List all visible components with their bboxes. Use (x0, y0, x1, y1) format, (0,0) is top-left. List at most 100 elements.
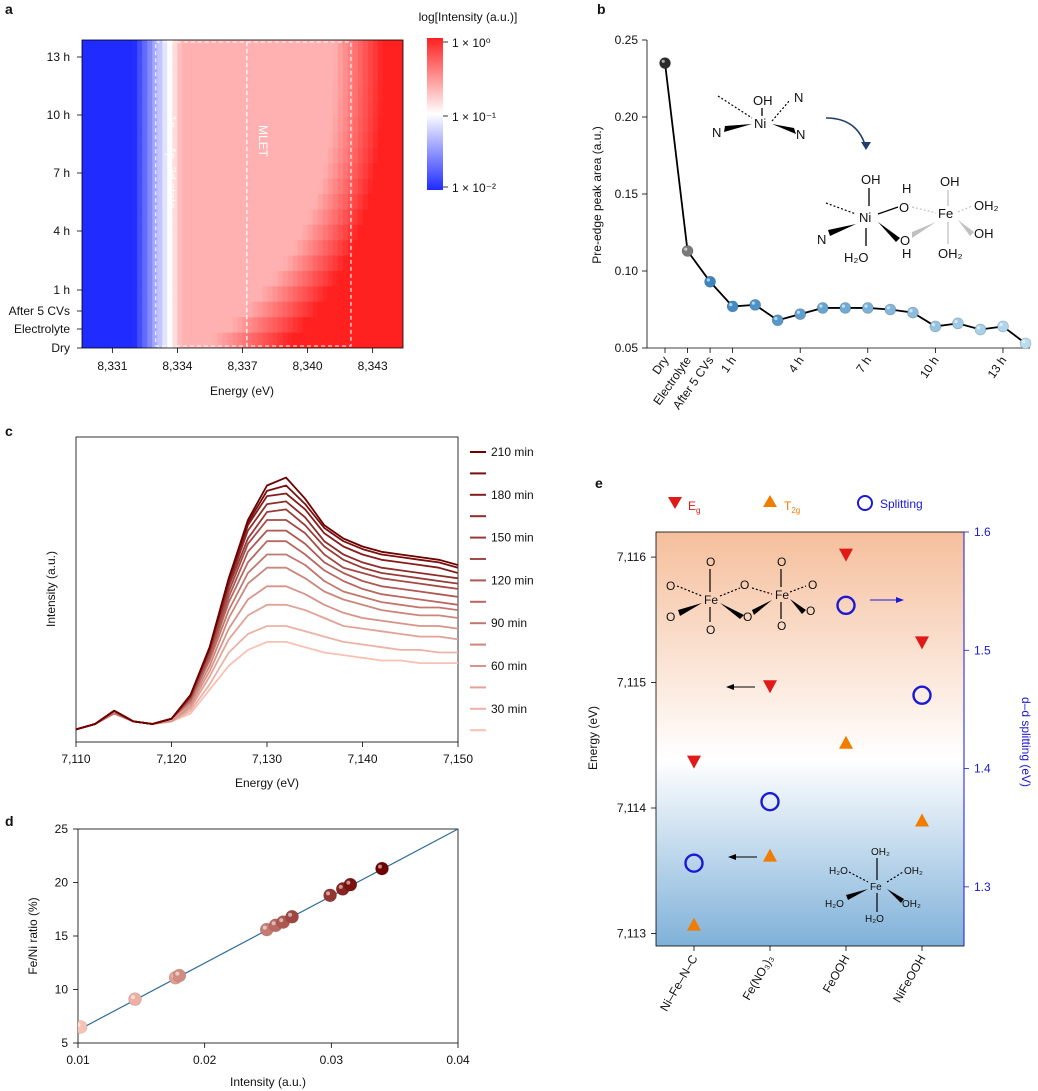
heatmap-cell (332, 332, 339, 348)
heatmap-cell (127, 163, 133, 180)
heatmap-cell (322, 55, 329, 72)
heatmap-cell (277, 209, 284, 226)
heatmap-cell (352, 86, 359, 103)
heatmap-cell (302, 132, 309, 149)
b-point (974, 323, 987, 336)
heatmap-cell (257, 332, 264, 348)
heatmap-cell (372, 178, 379, 195)
heatmap-cell (172, 317, 178, 334)
heatmap-cell (227, 163, 234, 180)
heatmap-cell (217, 101, 224, 118)
panel-letter-e: e (595, 475, 603, 491)
heatmap-cell (107, 194, 113, 210)
heatmap-cell (222, 194, 229, 210)
heatmap-cell (82, 55, 88, 72)
heatmap-cell (292, 55, 299, 72)
heatmap-cell (187, 70, 193, 87)
e-split-point (836, 595, 856, 616)
heatmap-cell (292, 301, 299, 318)
heatmap-cell (182, 178, 188, 195)
y-tick-label: 4 h (53, 224, 70, 238)
heatmap-cell (387, 70, 394, 87)
heatmap-cell (187, 240, 193, 257)
heatmap-cell (197, 117, 203, 133)
heatmap-cell (127, 301, 133, 318)
heatmap-cell (397, 301, 403, 318)
heatmap-cell (352, 224, 359, 241)
heatmap-cell (277, 224, 284, 241)
heatmap-cell (142, 224, 148, 241)
heatmap-cell (232, 40, 239, 56)
heatmap-cell (152, 117, 158, 133)
heatmap-cell (332, 255, 339, 272)
heatmap-cell (377, 86, 384, 103)
heatmap-cell (167, 147, 173, 164)
d-point-highlight (262, 925, 267, 930)
heatmap-cell (222, 271, 229, 287)
heatmap-cell (182, 117, 188, 133)
heatmap-cell (137, 70, 143, 87)
heatmap-cell (317, 209, 324, 226)
heatmap-cell (182, 55, 188, 72)
heatmap-cell (112, 132, 118, 149)
heatmap-cell (192, 163, 198, 180)
heatmap-cell (377, 55, 384, 72)
heatmap-cell (307, 255, 314, 272)
heatmap-cell (272, 271, 279, 287)
heatmap-cell (347, 40, 354, 56)
heatmap-cell (312, 332, 319, 348)
heatmap-cell (207, 255, 214, 272)
fe-dimer-structure: O O O O O O O O O O Fe Fe (666, 555, 817, 637)
heatmap-cell (292, 101, 299, 118)
heatmap-cell (317, 40, 324, 56)
heatmap-cell (257, 301, 264, 318)
heatmap-cell (157, 86, 163, 103)
heatmap-cell (87, 224, 93, 241)
y-tick-label: Dry (51, 341, 70, 355)
dimer-o6: O (743, 610, 752, 624)
heatmap-cell (207, 224, 214, 241)
heatmap-cell (247, 178, 254, 195)
heatmap-cell (142, 147, 148, 164)
heatmap-cell (292, 163, 299, 180)
heatmap-cell (227, 286, 234, 303)
heatmap-cell (352, 332, 359, 348)
heatmap-cell (227, 271, 234, 287)
heatmap-cell (377, 40, 384, 56)
heatmap-cell (352, 301, 359, 318)
heatmap-cell (182, 286, 188, 303)
heatmap-cell (97, 132, 103, 149)
b-bot-oh: OH (861, 172, 881, 187)
heatmap-cell (117, 317, 123, 334)
heatmap-cell (177, 286, 183, 303)
heatmap-cell (172, 40, 178, 56)
d-point-highlight (271, 921, 276, 926)
heatmap-cell (127, 271, 133, 287)
b-point (816, 302, 829, 314)
heatmap-cell (107, 132, 113, 149)
heatmap-cell (292, 224, 299, 241)
heatmap-cell (112, 70, 118, 87)
heatmap-cell (102, 147, 108, 164)
heatmap-cell (397, 86, 403, 103)
heatmap-cell (82, 240, 88, 257)
heatmap-cell (182, 209, 188, 226)
heatmap-cell (392, 117, 399, 133)
heatmap-cell (82, 286, 88, 303)
heatmap-cell (182, 224, 188, 241)
heatmap-cell (367, 132, 374, 149)
heatmap-cell (297, 132, 304, 149)
heatmap-cell (382, 194, 389, 210)
heatmap-cell (107, 163, 113, 180)
heatmap-cell (337, 240, 344, 257)
b-point (861, 302, 874, 314)
heatmap-cell (322, 271, 329, 287)
heatmap-cell (372, 147, 379, 164)
heatmap-annotation-boxes: 1s → 4p–3d state MLET (155, 41, 352, 347)
b-point-highlight (1022, 339, 1026, 344)
heatmap-cell (357, 271, 364, 287)
d-point-highlight (131, 995, 135, 1000)
heatmap-cell (242, 209, 249, 226)
heatmap-cell (107, 255, 113, 272)
d-x-tick-label: 0.03 (320, 1053, 344, 1067)
